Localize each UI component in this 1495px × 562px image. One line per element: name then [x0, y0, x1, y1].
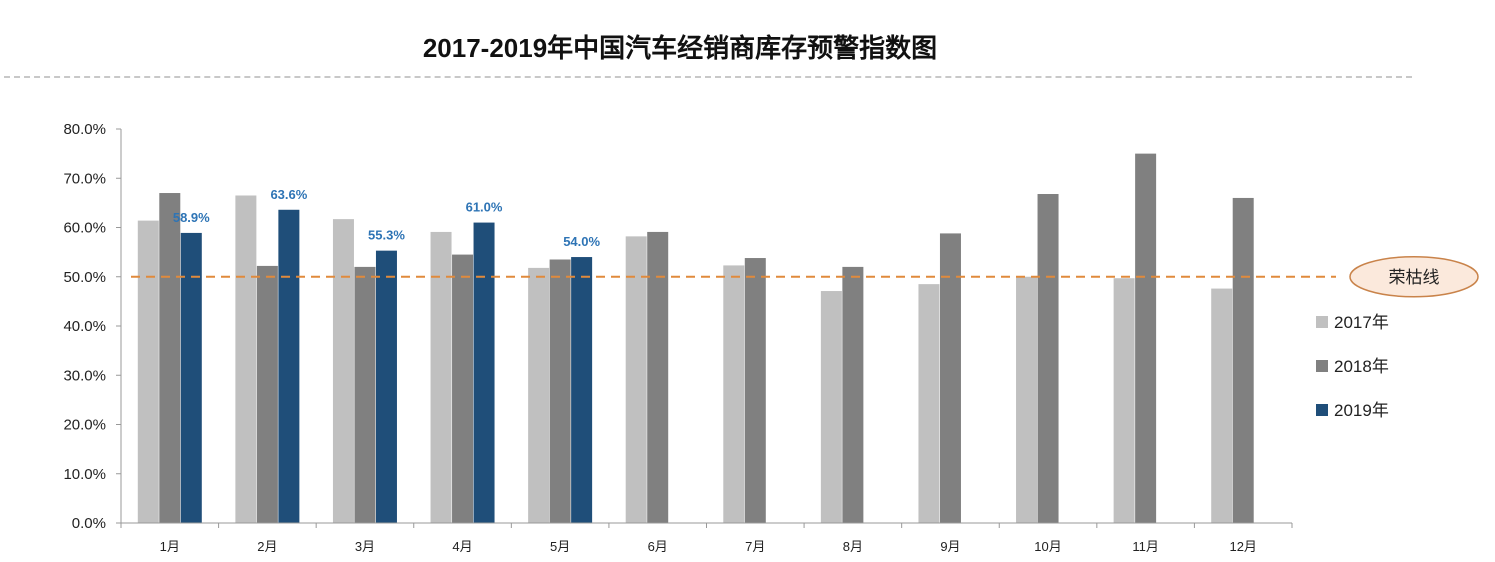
x-tick-label: 1月: [160, 539, 180, 554]
data-label: 58.9%: [173, 210, 210, 225]
x-tick-label: 6月: [648, 539, 668, 554]
chart-title: 2017-2019年中国汽车经销商库存预警指数图: [422, 33, 938, 63]
legend-swatch: [1316, 316, 1328, 328]
x-tick-label: 10月: [1034, 539, 1061, 554]
bar-2018年: [452, 254, 474, 523]
y-tick-label: 20.0%: [63, 417, 106, 434]
reference-line-label: 荣枯线: [1389, 268, 1440, 287]
bar-2019年: [375, 250, 397, 523]
y-tick-label: 80.0%: [63, 121, 106, 138]
bar-2018年: [256, 265, 278, 523]
bar-2018年: [549, 259, 571, 523]
bar-2017年: [430, 231, 452, 523]
bar-2017年: [1016, 276, 1038, 523]
data-label: 61.0%: [466, 200, 503, 215]
bar-2018年: [647, 231, 669, 523]
bar-2017年: [137, 220, 159, 524]
legend-swatch: [1316, 360, 1328, 372]
data-label: 54.0%: [563, 234, 600, 249]
bar-2017年: [625, 236, 647, 524]
x-tick-label: 9月: [940, 539, 960, 554]
reference-line-badge: [1349, 256, 1479, 298]
bar-2017年: [918, 284, 940, 523]
y-tick-label: 10.0%: [63, 466, 106, 483]
x-tick-label: 5月: [550, 539, 570, 554]
x-tick-label: 7月: [745, 539, 765, 554]
bar-2018年: [744, 258, 766, 523]
bar-2017年: [820, 291, 842, 523]
y-tick-label: 60.0%: [63, 220, 106, 237]
bar-2017年: [723, 265, 745, 523]
y-tick-label: 50.0%: [63, 269, 106, 286]
bar-2017年: [1113, 278, 1135, 523]
data-label: 55.3%: [368, 228, 405, 243]
bar-2018年: [1135, 153, 1157, 523]
bar-2019年: [571, 257, 593, 523]
bar-2017年: [235, 195, 257, 524]
bar-2019年: [180, 232, 202, 524]
title-divider: [4, 76, 1412, 78]
y-tick-label: 70.0%: [63, 170, 106, 187]
legend-label: 2018年: [1334, 357, 1389, 376]
legend-label: 2017年: [1334, 313, 1389, 332]
x-tick-label: 4月: [452, 539, 472, 554]
y-tick-label: 30.0%: [63, 367, 106, 384]
data-label: 63.6%: [270, 187, 307, 202]
x-tick-label: 2月: [257, 539, 277, 554]
bar-2019年: [278, 209, 300, 523]
legend-label: 2019年: [1334, 401, 1389, 420]
y-tick-label: 0.0%: [72, 515, 106, 532]
y-tick-label: 40.0%: [63, 318, 106, 335]
bar-2018年: [939, 233, 961, 523]
bar-2018年: [1232, 197, 1254, 523]
bar-2019年: [473, 222, 495, 523]
bar-2018年: [159, 193, 181, 523]
bar-2017年: [332, 219, 354, 523]
bar-2018年: [354, 266, 376, 523]
bar-2018年: [1037, 194, 1059, 523]
x-tick-label: 12月: [1229, 539, 1256, 554]
bar-2017年: [1211, 288, 1233, 523]
bar-2017年: [528, 267, 550, 523]
bar-2018年: [842, 266, 864, 523]
legend-swatch: [1316, 404, 1328, 416]
x-tick-label: 11月: [1132, 539, 1159, 554]
x-tick-label: 8月: [843, 539, 863, 554]
x-tick-label: 3月: [355, 539, 375, 554]
